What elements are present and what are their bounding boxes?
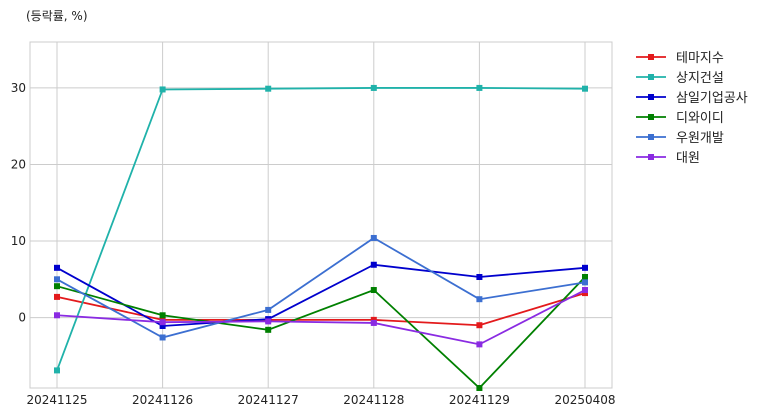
plot-frame bbox=[29, 41, 613, 389]
data-point bbox=[54, 312, 60, 319]
legend-label: 삼일기업공사 bbox=[676, 91, 748, 106]
legend-item: 대원 bbox=[636, 151, 700, 166]
series-line bbox=[56, 276, 586, 390]
data-point bbox=[54, 367, 60, 374]
data-point bbox=[159, 312, 166, 319]
data-point bbox=[476, 385, 483, 391]
data-point bbox=[370, 84, 377, 91]
legend-marker bbox=[648, 74, 654, 80]
data-point bbox=[370, 316, 377, 323]
data-point bbox=[582, 279, 588, 286]
series-line bbox=[56, 289, 586, 346]
legend-marker bbox=[648, 154, 654, 160]
legend-marker bbox=[648, 54, 654, 60]
x-tick-label: 20241125 bbox=[26, 393, 87, 407]
legend-marker bbox=[648, 114, 654, 120]
data-point bbox=[265, 306, 272, 313]
series-5 bbox=[54, 234, 588, 341]
data-point bbox=[159, 334, 166, 341]
data-point bbox=[370, 234, 377, 241]
series-line bbox=[56, 87, 586, 371]
legend-label: 디와이디 bbox=[676, 111, 724, 126]
x-tick-label: 20241128 bbox=[343, 393, 404, 407]
series-line bbox=[56, 263, 586, 327]
y-tick-label: 30 bbox=[11, 81, 26, 95]
legend-item: 상지건설 bbox=[636, 71, 724, 86]
legend-label: 테마지수 bbox=[676, 51, 724, 66]
y-tick-label: 0 bbox=[18, 311, 26, 325]
series-6 bbox=[54, 287, 588, 348]
data-point bbox=[54, 264, 60, 271]
legend-label: 상지건설 bbox=[676, 71, 724, 86]
legend-label: 우원개발 bbox=[676, 131, 724, 146]
data-point bbox=[265, 318, 272, 325]
data-point bbox=[582, 287, 588, 294]
data-point bbox=[476, 341, 483, 348]
data-point bbox=[476, 274, 483, 281]
series-2 bbox=[54, 84, 588, 374]
y-tick-label: 20 bbox=[11, 157, 26, 171]
data-point bbox=[582, 264, 588, 271]
data-point bbox=[54, 293, 60, 300]
series-line bbox=[56, 236, 586, 339]
y-tick-label: 10 bbox=[11, 234, 26, 248]
data-point bbox=[582, 290, 588, 297]
data-point bbox=[476, 84, 483, 91]
legend-item: 삼일기업공사 bbox=[636, 91, 748, 106]
x-tick-label: 20250408 bbox=[554, 393, 615, 407]
data-point bbox=[370, 261, 377, 268]
data-point bbox=[159, 322, 166, 329]
x-tick-label: 20241126 bbox=[132, 393, 193, 407]
data-point bbox=[265, 85, 272, 92]
x-tick-label: 20241129 bbox=[449, 393, 510, 407]
data-point bbox=[370, 319, 377, 326]
data-point bbox=[370, 287, 377, 294]
plot-area: 0 10 20 30 20241125 20241126 20241127 20241128 2… bbox=[11, 41, 616, 407]
data-point bbox=[265, 326, 272, 333]
legend-marker bbox=[648, 94, 654, 100]
legend-marker bbox=[648, 134, 654, 140]
data-point bbox=[582, 274, 588, 281]
legend-item: 디와이디 bbox=[636, 111, 724, 126]
legend-item: 우원개발 bbox=[636, 131, 724, 146]
unit-label: (등락률, %) bbox=[26, 9, 88, 23]
data-point bbox=[54, 283, 60, 290]
data-point bbox=[476, 296, 483, 303]
data-point bbox=[582, 85, 588, 92]
data-point bbox=[54, 276, 60, 283]
legend-label: 대원 bbox=[676, 151, 700, 166]
legend-item: 테마지수 bbox=[636, 51, 724, 66]
data-point bbox=[159, 86, 166, 93]
data-point bbox=[476, 322, 483, 329]
series-4 bbox=[54, 274, 588, 391]
data-point bbox=[159, 319, 166, 326]
x-tick-label: 20241127 bbox=[238, 393, 299, 407]
